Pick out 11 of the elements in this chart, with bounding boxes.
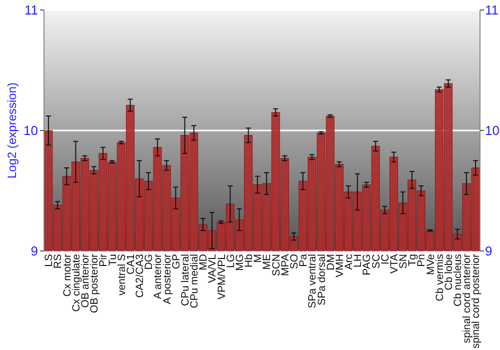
x-tick-label: Cb lobe xyxy=(442,254,455,290)
y2-tick-label: 10 xyxy=(485,123,500,138)
y2-tick-label: 11 xyxy=(485,2,498,18)
y-tick-label: 10 xyxy=(24,123,38,138)
y-tick-label: 11 xyxy=(24,2,38,18)
x-tick-label: RS xyxy=(52,254,64,269)
y-tick-label: 9 xyxy=(30,244,38,259)
y2-tick-label: 9 xyxy=(485,244,492,259)
x-tick-label: CA2/CA3 xyxy=(134,254,146,298)
x-tick-label: spinal cord posterior xyxy=(470,253,482,349)
y-axis-title: Log2 (expression) xyxy=(5,82,20,179)
